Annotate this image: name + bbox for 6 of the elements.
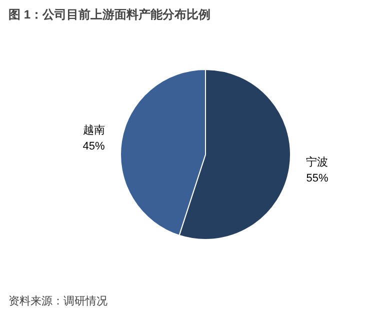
data-label: 55%: [306, 172, 328, 184]
chart-title: 图 1：公司目前上游面料产能分布比例: [8, 8, 211, 22]
text: 资料来源：调研情况: [8, 294, 108, 308]
slice-label: 宁波: [306, 155, 328, 168]
slice-label: 越南: [82, 124, 105, 137]
data-label: 45%: [82, 140, 105, 153]
